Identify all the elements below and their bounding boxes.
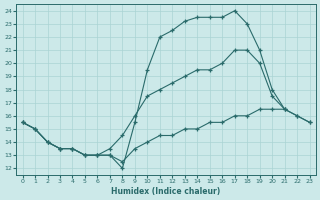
X-axis label: Humidex (Indice chaleur): Humidex (Indice chaleur) [111, 187, 221, 196]
